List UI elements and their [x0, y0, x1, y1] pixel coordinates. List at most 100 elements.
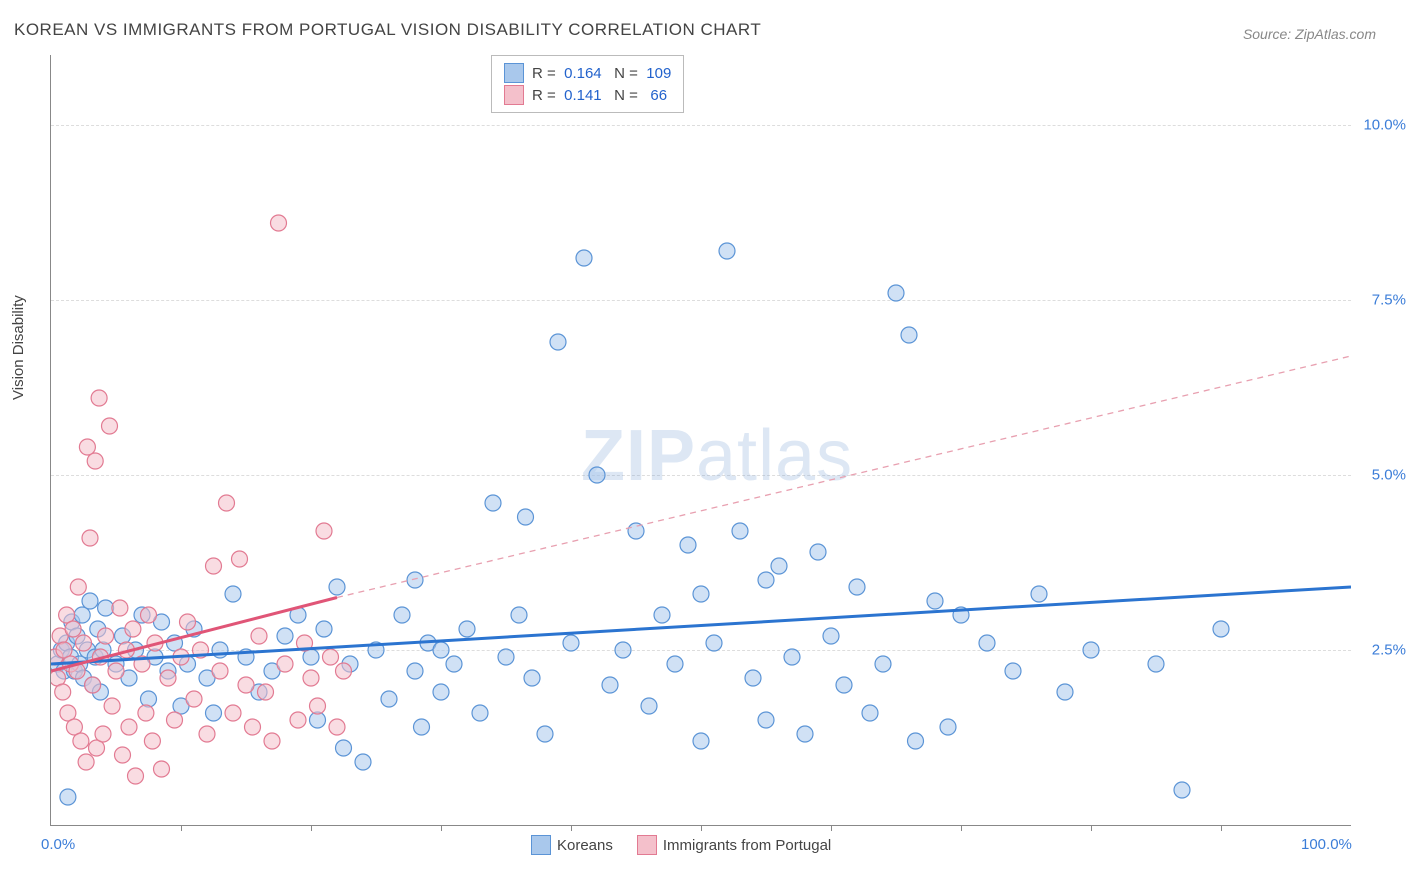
x-tick-mark — [701, 825, 702, 831]
data-point — [186, 691, 202, 707]
y-tick-label: 5.0% — [1372, 467, 1406, 484]
data-point — [303, 670, 319, 686]
data-point — [901, 327, 917, 343]
data-point — [125, 621, 141, 637]
data-point — [310, 698, 326, 714]
data-point — [82, 593, 98, 609]
data-point — [65, 621, 81, 637]
data-point — [271, 215, 287, 231]
n-value-koreans: 109 — [646, 65, 671, 82]
data-point — [329, 719, 345, 735]
data-point — [108, 663, 124, 679]
data-point — [823, 628, 839, 644]
data-point — [199, 726, 215, 742]
data-point — [1083, 642, 1099, 658]
legend-bottom: Koreans Immigrants from Portugal — [531, 835, 831, 855]
x-tick-mark — [961, 825, 962, 831]
data-point — [940, 719, 956, 735]
data-point — [784, 649, 800, 665]
data-point — [323, 649, 339, 665]
data-point — [550, 334, 566, 350]
data-point — [95, 726, 111, 742]
legend-label-koreans: Koreans — [557, 837, 613, 854]
data-point — [615, 642, 631, 658]
data-point — [85, 677, 101, 693]
data-point — [138, 705, 154, 721]
data-point — [115, 747, 131, 763]
data-point — [758, 572, 774, 588]
legend-row-portugal: R = 0.141 N = 66 — [504, 84, 671, 106]
data-point — [875, 656, 891, 672]
data-point — [1057, 684, 1073, 700]
data-point — [485, 495, 501, 511]
data-point — [414, 719, 430, 735]
data-point — [167, 712, 183, 728]
data-point — [355, 754, 371, 770]
data-point — [693, 586, 709, 602]
data-point — [290, 712, 306, 728]
trend-line — [337, 356, 1351, 598]
data-point — [74, 607, 90, 623]
data-point — [654, 607, 670, 623]
y-tick-label: 7.5% — [1372, 292, 1406, 309]
data-point — [128, 768, 144, 784]
data-point — [732, 523, 748, 539]
data-point — [407, 663, 423, 679]
data-point — [79, 439, 95, 455]
x-tick-mark — [1091, 825, 1092, 831]
data-point — [238, 677, 254, 693]
data-point — [518, 509, 534, 525]
legend-stats-koreans: R = 0.164 N = 109 — [532, 65, 671, 82]
x-tick-mark — [571, 825, 572, 831]
x-tick-mark — [831, 825, 832, 831]
data-point — [144, 733, 160, 749]
swatch-koreans-icon — [531, 835, 551, 855]
data-point — [381, 691, 397, 707]
legend-item-portugal: Immigrants from Portugal — [637, 835, 831, 855]
data-point — [407, 572, 423, 588]
x-tick-mark — [1221, 825, 1222, 831]
data-point — [908, 733, 924, 749]
y-axis-label: Vision Disability — [10, 295, 27, 400]
data-point — [602, 677, 618, 693]
data-point — [251, 628, 267, 644]
data-point — [589, 467, 605, 483]
data-point — [112, 600, 128, 616]
data-point — [206, 705, 222, 721]
data-point — [225, 705, 241, 721]
data-point — [433, 684, 449, 700]
data-point — [91, 390, 107, 406]
data-point — [277, 656, 293, 672]
source-credit: Source: ZipAtlas.com — [1243, 26, 1376, 42]
data-point — [104, 698, 120, 714]
r-value-koreans: 0.164 — [564, 65, 602, 82]
data-point — [446, 656, 462, 672]
data-point — [55, 684, 71, 700]
data-point — [329, 579, 345, 595]
x-tick-mark — [311, 825, 312, 831]
data-point — [1174, 782, 1190, 798]
data-point — [76, 635, 92, 651]
data-point — [78, 754, 94, 770]
data-point — [771, 558, 787, 574]
data-point — [160, 670, 176, 686]
data-point — [758, 712, 774, 728]
x-tick-label: 100.0% — [1301, 836, 1352, 853]
data-point — [121, 719, 137, 735]
data-point — [680, 537, 696, 553]
data-point — [394, 607, 410, 623]
data-point — [219, 495, 235, 511]
data-point — [888, 285, 904, 301]
data-point — [245, 719, 261, 735]
data-point — [141, 691, 157, 707]
data-point — [576, 250, 592, 266]
data-point — [537, 726, 553, 742]
data-point — [264, 733, 280, 749]
data-point — [706, 635, 722, 651]
data-point — [667, 656, 683, 672]
x-tick-label: 0.0% — [41, 836, 75, 853]
data-point — [1148, 656, 1164, 672]
data-point — [693, 733, 709, 749]
swatch-koreans — [504, 63, 524, 83]
data-point — [797, 726, 813, 742]
